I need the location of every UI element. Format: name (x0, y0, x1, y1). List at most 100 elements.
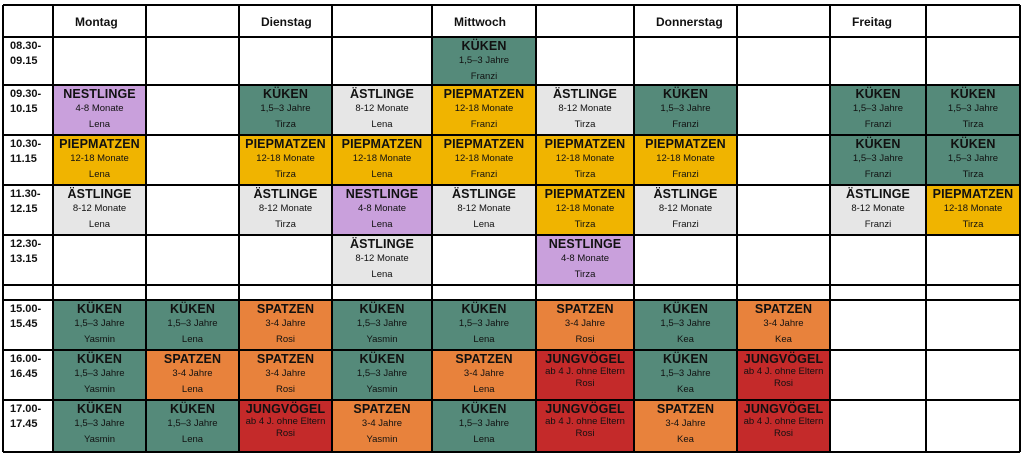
teacher-name: Lena (181, 434, 204, 445)
group-title: ÄSTLINGE (653, 187, 718, 201)
group-title: KÜKEN (77, 302, 122, 316)
teacher-name: Lena (88, 119, 111, 130)
time-slot-label (3, 285, 53, 300)
group-title: KÜKEN (663, 302, 708, 316)
grid-line-horizontal (3, 299, 1020, 301)
group-title: ÄSTLINGE (553, 87, 617, 101)
group-age: 8-12 Monate (457, 203, 511, 214)
group-title: SPATZEN (656, 402, 715, 416)
group-title: PIEPMATZEN (341, 137, 423, 151)
group-title: KÜKEN (663, 352, 708, 366)
schedule-cell: JUNGVÖGEL ab 4 J. ohne Eltern Rosi (737, 350, 830, 400)
schedule-cell: JUNGVÖGEL ab 4 J. ohne Eltern Rosi (536, 350, 634, 400)
schedule-cell: KÜKEN 1,5–3 Jahre Tirza (926, 85, 1020, 135)
group-age: 3-4 Jahre (564, 318, 606, 329)
teacher-name: Lena (473, 334, 495, 345)
grid-line-horizontal (3, 451, 1020, 453)
schedule-cell: PIEPMATZEN 12-18 Monate Franzi (634, 135, 737, 185)
group-age: 1,5–3 Jahre (458, 55, 510, 66)
schedule-cell (737, 185, 830, 235)
group-age: 4-8 Monate (75, 103, 124, 114)
teacher-name: Franzi (672, 169, 699, 180)
group-title: PIEPMATZEN (544, 137, 626, 151)
group-title: NESTLINGE (345, 187, 419, 201)
schedule-cell (146, 135, 239, 185)
group-title: PIEPMATZEN (932, 187, 1014, 201)
teacher-name: Tirza (275, 219, 296, 230)
schedule-cell (239, 37, 332, 85)
group-title: KÜKEN (359, 352, 405, 366)
grid-line-vertical (431, 5, 433, 452)
schedule-cell: ÄSTLINGE 8-12 Monate Lena (53, 185, 146, 235)
group-title: JUNGVÖGEL (545, 352, 625, 366)
group-title: SPATZEN (754, 302, 813, 316)
teacher-name: Franzi (864, 219, 892, 230)
group-age: ab 4 J. ohne Eltern (743, 416, 824, 427)
group-age: 8-12 Monate (72, 203, 127, 214)
group-title: KÜKEN (461, 402, 507, 416)
schedule-cell: KÜKEN 1,5–3 Jahre Lena (432, 400, 536, 452)
day-header (536, 5, 634, 37)
teacher-name: Rosi (773, 378, 793, 389)
grid-line-horizontal (3, 399, 1020, 401)
teacher-name: Yasmin (366, 334, 398, 345)
grid-line-vertical (52, 5, 54, 452)
group-age: 1,5–3 Jahre (167, 418, 218, 429)
teacher-name: Lena (371, 119, 393, 130)
day-header (146, 5, 239, 37)
schedule-cell: KÜKEN 1,5–3 Jahre Kea (634, 350, 737, 400)
group-age: 8-12 Monate (658, 203, 713, 214)
group-title: ÄSTLINGE (350, 237, 414, 251)
group-age: 1,5–3 Jahre (260, 103, 311, 114)
group-title: KÜKEN (77, 352, 122, 366)
grid-line-horizontal (3, 36, 1020, 38)
group-title: PIEPMATZEN (645, 137, 726, 151)
schedule-cell (146, 85, 239, 135)
schedule-cell (926, 285, 1020, 300)
group-age: 3-4 Jahre (361, 418, 403, 429)
schedule-cell: ÄSTLINGE 8-12 Monate Lena (332, 85, 432, 135)
schedule-cell: KÜKEN 1,5–3 Jahre Franzi (634, 85, 737, 135)
group-age: 1,5–3 Jahre (74, 418, 125, 429)
schedule-cell (737, 285, 830, 300)
group-age: 3-4 Jahre (265, 368, 306, 379)
schedule-cell: ÄSTLINGE 8-12 Monate Franzi (634, 185, 737, 235)
schedule-cell: KÜKEN 1,5–3 Jahre Yasmin (332, 350, 432, 400)
group-age: 1,5–3 Jahre (74, 368, 125, 379)
schedule-cell: SPATZEN 3-4 Jahre Lena (146, 350, 239, 400)
teacher-name: Lena (473, 384, 495, 395)
schedule-cell: SPATZEN 3-4 Jahre Kea (634, 400, 737, 452)
grid-line-vertical (145, 5, 147, 452)
group-title: ÄSTLINGE (253, 187, 318, 201)
group-title: KÜKEN (855, 137, 901, 151)
group-age: 1,5–3 Jahre (74, 318, 125, 329)
schedule-cell (926, 37, 1020, 85)
teacher-name: Rosi (275, 384, 295, 395)
schedule-cell: PIEPMATZEN 12-18 Monate Tirza (536, 185, 634, 235)
schedule-cell: SPATZEN 3-4 Jahre Rosi (239, 300, 332, 350)
group-age: ab 4 J. ohne Eltern (545, 416, 625, 427)
schedule-cell: JUNGVÖGEL ab 4 J. ohne Eltern Rosi (737, 400, 830, 452)
schedule-cell (830, 400, 926, 452)
group-title: PIEPMATZEN (245, 137, 326, 151)
group-age: 1,5–3 Jahre (356, 368, 408, 379)
group-age: 1,5–3 Jahre (458, 418, 510, 429)
teacher-name: Franzi (864, 119, 892, 130)
schedule-cell (332, 285, 432, 300)
group-age: 1,5–3 Jahre (660, 368, 711, 379)
group-title: SPATZEN (556, 302, 614, 316)
group-age: 1,5–3 Jahre (660, 103, 711, 114)
schedule-cell: NESTLINGE 4-8 Monate Lena (53, 85, 146, 135)
day-header (332, 5, 432, 37)
grid-line-horizontal (3, 134, 1020, 136)
group-title: NESTLINGE (63, 87, 136, 101)
group-age: 1,5–3 Jahre (947, 103, 999, 114)
group-age: ab 4 J. ohne Eltern (545, 366, 625, 377)
group-title: KÜKEN (77, 402, 122, 416)
group-age: 1,5–3 Jahre (458, 318, 510, 329)
group-title: PIEPMATZEN (443, 137, 525, 151)
group-age: 12-18 Monate (555, 153, 615, 164)
schedule-cell: PIEPMATZEN 12-18 Monate Lena (332, 135, 432, 185)
teacher-name: Rosi (275, 334, 295, 345)
group-age: 3-4 Jahre (463, 368, 505, 379)
